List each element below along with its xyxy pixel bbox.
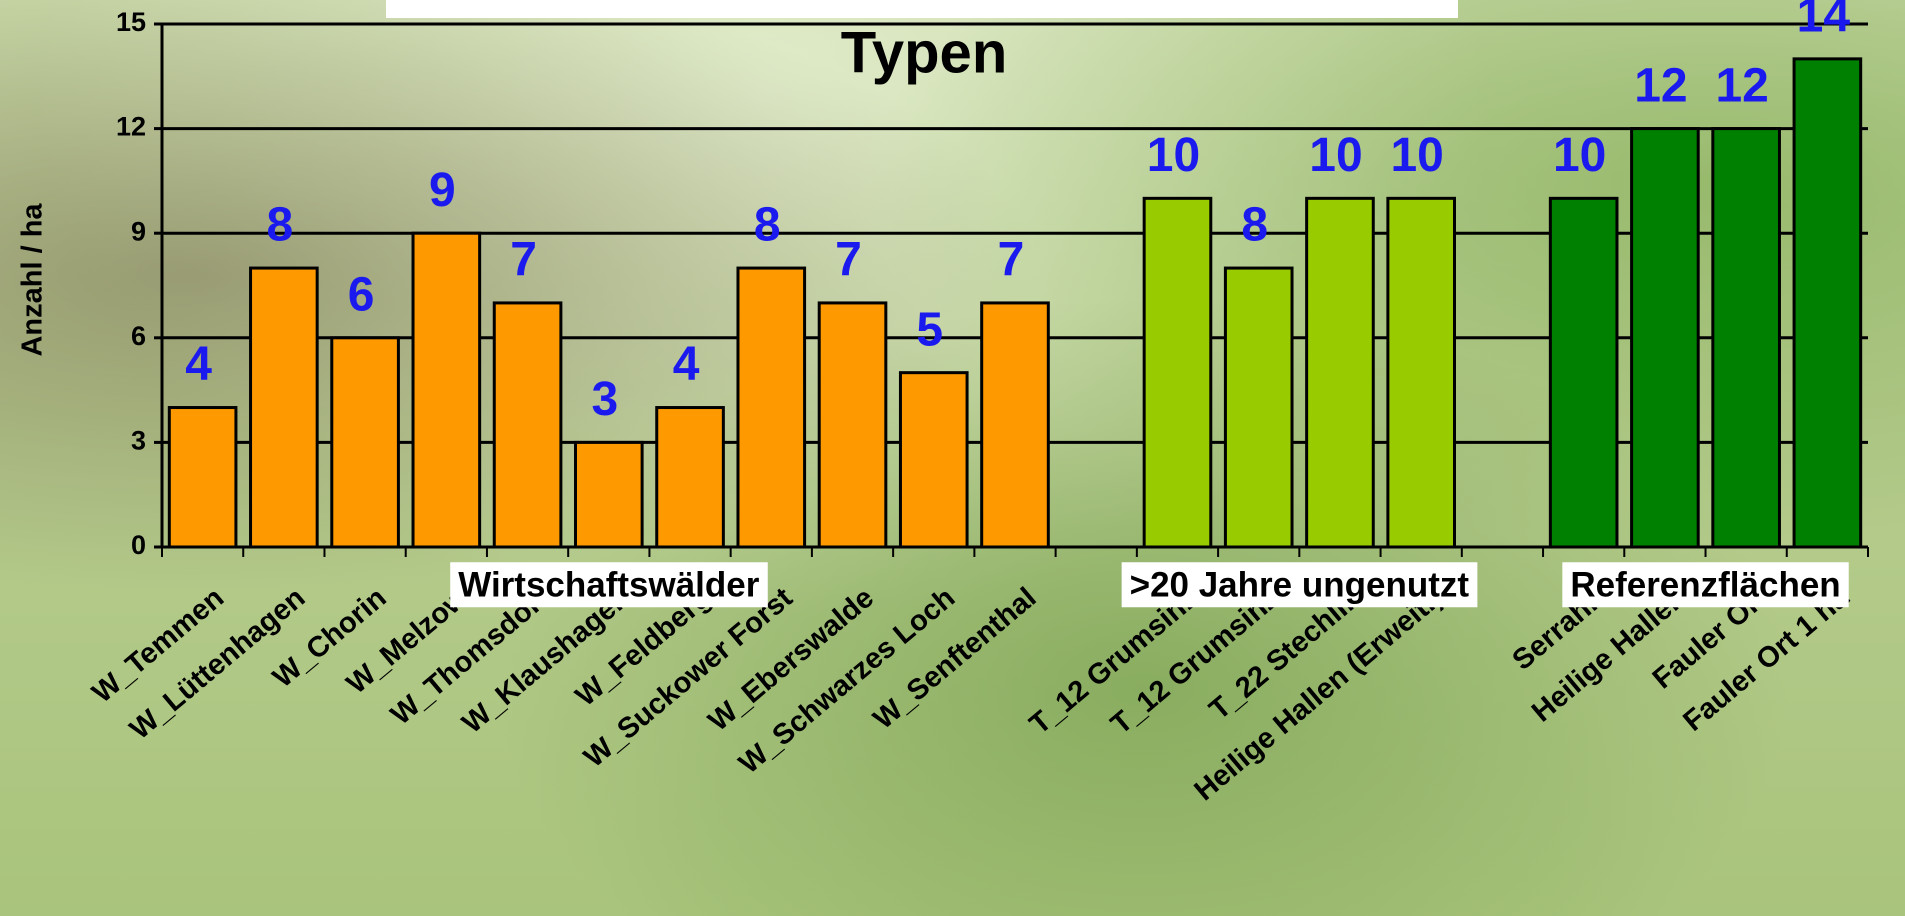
y-tick-label: 6 [131, 321, 146, 351]
value-label: 6 [348, 268, 375, 321]
group-label-box [450, 562, 768, 608]
bar [249, 266, 319, 549]
bar [1142, 196, 1213, 549]
value-label: 12 [1715, 59, 1768, 112]
value-label: 3 [591, 373, 618, 426]
bar [1548, 196, 1619, 549]
value-label: 8 [267, 199, 294, 252]
bar [655, 406, 725, 549]
y-tick-label: 9 [131, 216, 146, 246]
value-label: 8 [1241, 199, 1268, 252]
y-tick-label: 3 [131, 426, 146, 456]
bar [1792, 57, 1863, 549]
bar [1630, 127, 1700, 549]
bar [574, 440, 644, 549]
bar [167, 406, 238, 549]
bar [1305, 196, 1375, 549]
y-tick-label: 12 [116, 112, 146, 142]
value-label: 7 [510, 234, 537, 287]
value-label: 7 [998, 234, 1025, 287]
bar [980, 301, 1050, 549]
group-label-box [1562, 562, 1849, 608]
group-label-box [1121, 562, 1478, 608]
bar [330, 336, 400, 549]
bar [492, 301, 563, 549]
value-label: 14 [1797, 0, 1851, 43]
value-label: 5 [916, 303, 943, 356]
value-label: 4 [185, 338, 212, 391]
value-label: 10 [1390, 129, 1443, 182]
bar [817, 301, 888, 549]
value-label: 12 [1634, 59, 1687, 112]
chart-title: Typen [841, 20, 1008, 85]
value-label: 10 [1147, 129, 1200, 182]
group-label: Wirtschaftswälder [458, 565, 760, 604]
value-label: 8 [754, 199, 781, 252]
value-label: 10 [1309, 129, 1362, 182]
bar [1223, 266, 1294, 549]
y-tick-label: 15 [116, 7, 146, 37]
y-tick-label: 0 [131, 530, 146, 560]
bar [411, 231, 482, 549]
title-box [386, 0, 1458, 18]
group-label: Referenzflächen [1570, 565, 1840, 604]
value-label: 7 [835, 234, 862, 287]
value-label: 4 [673, 338, 700, 391]
bar [1386, 196, 1456, 549]
y-axis-label: Anzahl / ha [17, 203, 49, 357]
bar [736, 266, 807, 549]
bar [898, 371, 969, 549]
bar [1711, 127, 1781, 549]
group-label: >20 Jahre ungenutzt [1130, 565, 1470, 604]
value-label: 9 [429, 164, 456, 217]
value-label: 10 [1553, 129, 1606, 182]
